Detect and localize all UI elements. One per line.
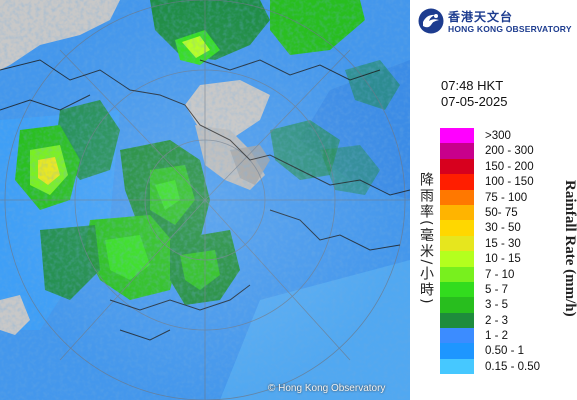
legend-swatch <box>440 281 474 298</box>
legend-row: 50- 75 <box>440 204 565 221</box>
legend-swatch <box>440 220 474 236</box>
legend-row: 200 - 300 <box>440 143 565 159</box>
legend-range-label: 1 - 2 <box>485 330 509 343</box>
legend-row: 15 - 30 <box>440 235 565 252</box>
legend-swatch <box>440 343 474 359</box>
legend-range-label: >300 <box>485 130 511 142</box>
legend-row: 7 - 10 <box>440 266 565 282</box>
legend-swatch <box>440 266 474 282</box>
legend-swatch <box>440 204 474 221</box>
legend-swatch <box>440 328 474 344</box>
legend-swatch <box>440 174 474 190</box>
legend-swatch <box>440 143 474 159</box>
legend-swatch <box>440 358 474 375</box>
legend-swatch <box>440 128 474 144</box>
legend-range-label: 5 - 7 <box>485 283 509 296</box>
legend-range-label: 0.50 - 1 <box>485 345 524 358</box>
legend-range-label: 150 - 200 <box>485 160 534 173</box>
legend-row: 1 - 2 <box>440 328 565 344</box>
legend-range-label: 3 - 5 <box>485 299 509 312</box>
legend-title-cn: 降雨率(毫米/小時) <box>418 172 434 306</box>
hko-emblem-icon <box>418 8 444 34</box>
hko-logo[interactable]: 香港天文台 HONG KONG OBSERVATORY <box>416 8 576 40</box>
observation-date: 07-05-2025 <box>441 94 508 109</box>
brand-name-cn: 香港天文台 <box>448 10 514 24</box>
legend-swatch <box>440 158 474 175</box>
copyright-text: © Hong Kong Observatory <box>268 383 386 394</box>
legend-range-label: 75 - 100 <box>485 191 528 204</box>
legend-row: >300 <box>440 128 565 144</box>
legend-range-label: 50- 75 <box>485 206 518 219</box>
radar-map[interactable]: © Hong Kong Observatory <box>0 0 410 400</box>
legend-range-label: 15 - 30 <box>485 237 521 250</box>
legend-range-label: 7 - 10 <box>485 268 515 281</box>
legend-range-label: 0.15 - 0.50 <box>485 360 540 373</box>
legend-range-label: 100 - 150 <box>485 176 534 189</box>
legend-row: 0.15 - 0.50 <box>440 358 565 375</box>
legend-title-en: Rainfall Rate (mm/h) <box>562 180 577 317</box>
legend-range-label: 30 - 50 <box>485 222 521 235</box>
legend-row: 5 - 7 <box>440 281 565 298</box>
rainfall-legend: >300 200 - 300 150 - 200 100 - 150 75 - 100 5… <box>440 128 565 375</box>
legend-row: 2 - 3 <box>440 312 565 329</box>
legend-swatch <box>440 312 474 329</box>
legend-swatch <box>440 189 474 205</box>
legend-row: 0.50 - 1 <box>440 343 565 359</box>
brand-name-en: HONG KONG OBSERVATORY <box>448 24 572 34</box>
legend-range-label: 2 - 3 <box>485 314 509 327</box>
legend-range-label: 10 - 15 <box>485 253 521 266</box>
legend-row: 75 - 100 <box>440 189 565 205</box>
legend-range-label: 200 - 300 <box>485 145 534 158</box>
legend-swatch <box>440 297 474 313</box>
observation-time: 07:48 HKT <box>441 78 504 93</box>
legend-row: 100 - 150 <box>440 174 565 190</box>
legend-row: 150 - 200 <box>440 158 565 175</box>
legend-row: 3 - 5 <box>440 297 565 313</box>
legend-swatch <box>440 251 474 267</box>
info-panel: 香港天文台 HONG KONG OBSERVATORY 07:48 HKT 07… <box>410 0 577 400</box>
legend-swatch <box>440 235 474 252</box>
radar-image <box>0 0 410 400</box>
legend-row: 10 - 15 <box>440 251 565 267</box>
legend-row: 30 - 50 <box>440 220 565 236</box>
